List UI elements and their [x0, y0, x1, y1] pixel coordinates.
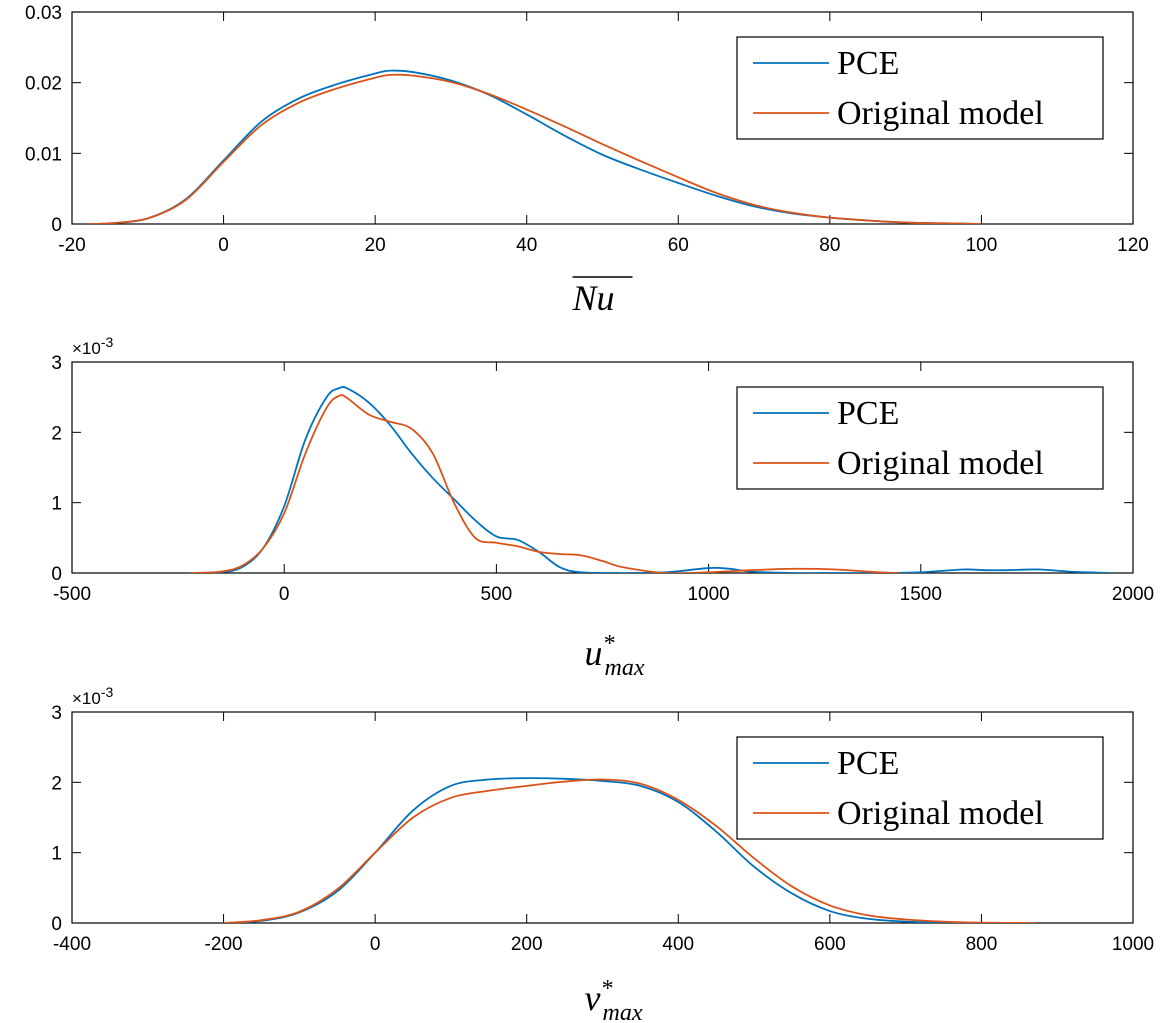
legend-label: PCE	[837, 745, 899, 782]
y-tick-label: 0.01	[25, 144, 62, 165]
x-tick-label: 500	[481, 584, 513, 605]
x-tick-label: 2000	[1112, 584, 1154, 605]
x-tick-label: 40	[516, 235, 537, 256]
x-axis-label: Nu	[572, 278, 615, 318]
x-tick-label: 400	[662, 934, 694, 955]
x-tick-label: 0	[279, 584, 290, 605]
series-line-original-model	[87, 73, 982, 224]
legend-label: Original model	[837, 445, 1044, 482]
y-tick-label: 3	[51, 353, 62, 374]
x-tick-label: 200	[511, 934, 543, 955]
x-tick-label: 1000	[1112, 934, 1154, 955]
y-tick-label: 1	[51, 494, 62, 515]
y-tick-label: 0.03	[25, 3, 62, 24]
y-tick-label: 3	[51, 703, 62, 724]
x-tick-label: 80	[819, 235, 840, 256]
x-tick-label: 120	[1117, 235, 1149, 256]
legend: PCE Original model	[736, 736, 1104, 840]
legend-box	[736, 736, 1104, 840]
x-tick-label: 600	[814, 934, 846, 955]
x-tick-label: -400	[53, 934, 91, 955]
x-tick-label: 800	[966, 934, 998, 955]
x-tick-label: -200	[205, 934, 243, 955]
chart-panel-3: -400 -200 0 200 400 600 800 1000 0 1 2 3 ×10-3 v* max P…	[51, 684, 1154, 1023]
y-multiplier: ×10-3	[72, 684, 114, 708]
x-tick-label: 20	[365, 235, 386, 256]
series-line-original-model	[223, 778, 1035, 923]
y-tick-label: 0.02	[25, 74, 62, 95]
legend-label: Original model	[837, 95, 1044, 132]
y-tick-label: 2	[51, 423, 62, 444]
legend-label: Original model	[837, 795, 1044, 832]
x-tick-label: -20	[58, 235, 85, 256]
plot-frame	[71, 11, 1134, 225]
series-line-pce	[223, 777, 1020, 923]
x-tick-label: -500	[53, 584, 91, 605]
x-axis-label: v* max	[585, 976, 643, 1023]
y-tick-label: 0	[51, 564, 62, 585]
x-axis-label: u* max	[585, 631, 645, 681]
y-tick-label: 2	[51, 773, 62, 794]
legend: PCE Original model	[736, 36, 1104, 140]
x-tick-label: 1000	[687, 584, 729, 605]
series-line-original-model	[190, 394, 900, 573]
chart-panel-1: -20 0 20 40 60 80 100 12000.010.020.03NuPCEOrig…	[25, 3, 1149, 318]
legend-label: PCE	[837, 45, 899, 82]
y-multiplier: ×10-3	[72, 334, 114, 358]
x-tick-label: 1500	[900, 584, 942, 605]
legend: PCE Original model	[736, 386, 1104, 490]
x-tick-label: 100	[966, 235, 998, 256]
x-tick-label: 60	[668, 235, 689, 256]
y-tick-label: 0	[51, 914, 62, 935]
y-tick-label: 1	[51, 844, 62, 865]
x-tick-label: 0	[218, 235, 229, 256]
x-tick-label: 0	[370, 934, 381, 955]
legend-label: PCE	[837, 395, 899, 432]
legend-box	[736, 386, 1104, 490]
plot-frame	[71, 711, 1134, 924]
y-tick-label: 0	[51, 215, 62, 236]
legend-box	[736, 36, 1104, 140]
